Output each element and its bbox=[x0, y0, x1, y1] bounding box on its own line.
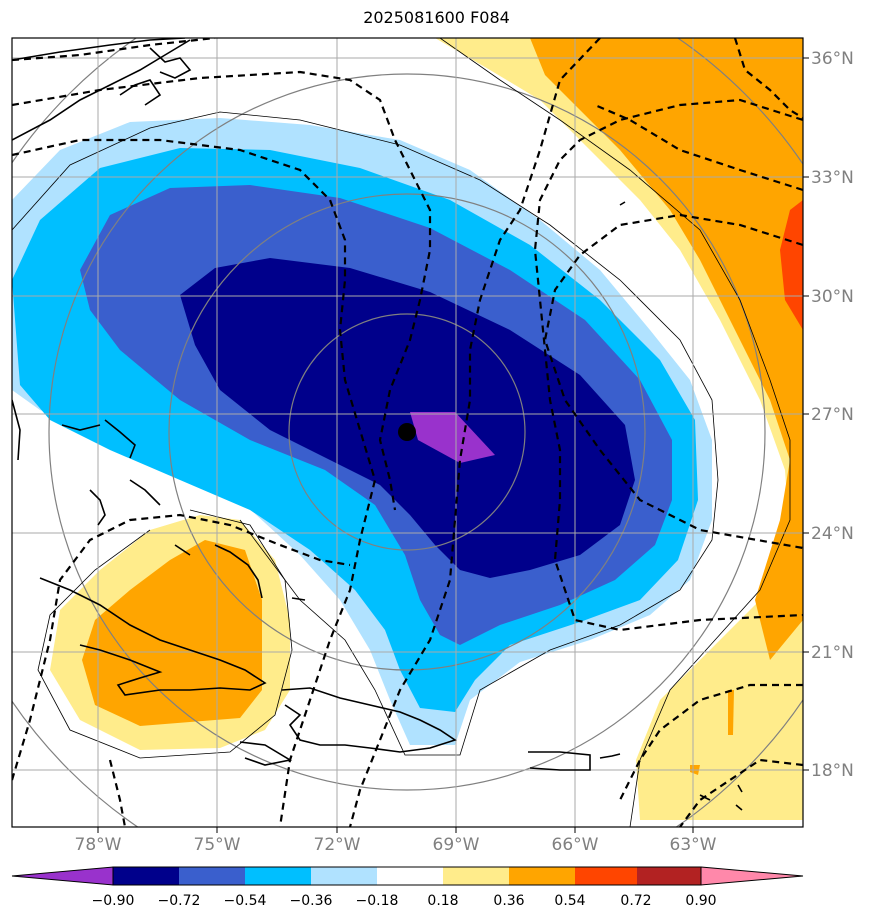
colorbar-bin-8 bbox=[575, 867, 637, 885]
lat-label-33: 33°N bbox=[811, 168, 854, 188]
bahamas-2 bbox=[104, 419, 136, 459]
lon-label-72: 72°W bbox=[314, 835, 361, 855]
turks-caicos bbox=[291, 597, 306, 601]
colorbar-frame bbox=[112, 866, 702, 886]
virgin-islands bbox=[599, 753, 621, 759]
colorbar-bin-9 bbox=[637, 867, 701, 885]
dashed-contour-1 bbox=[12, 38, 216, 62]
colorbar-label-5: −0.18 bbox=[356, 893, 399, 909]
bahamas-6 bbox=[214, 544, 263, 599]
warm-fill-ne-orange bbox=[530, 38, 803, 660]
coastlines bbox=[12, 38, 743, 811]
us-east-coast bbox=[12, 38, 186, 61]
bermuda-coast bbox=[619, 201, 626, 206]
dashed-contour-4 bbox=[348, 38, 601, 827]
colorbar-extend-left bbox=[11, 866, 114, 886]
thin-contour-cuba bbox=[37, 509, 293, 759]
bahamas-1 bbox=[61, 424, 101, 431]
cool-fill-purple bbox=[410, 412, 495, 463]
chesapeake bbox=[149, 47, 192, 79]
colorbar-labels: −0.90 −0.72 −0.54 −0.36 −0.18 0.18 0.36 … bbox=[92, 893, 717, 909]
bahamas-3 bbox=[89, 489, 106, 526]
lon-label-63: 63°W bbox=[670, 835, 717, 855]
warm-fill-ne-red bbox=[780, 200, 803, 330]
thin-contour-cool bbox=[12, 111, 719, 756]
tick-marks bbox=[97, 57, 809, 833]
colorbar-bin-6 bbox=[443, 867, 509, 885]
graticule bbox=[12, 38, 803, 827]
colorbar-bin-5 bbox=[377, 867, 443, 885]
colorbar-bin-4 bbox=[311, 867, 377, 885]
colorbar-label-3: −0.54 bbox=[224, 893, 267, 909]
lat-labels: 18°N 21°N 24°N 27°N 30°N 33°N 36°N bbox=[811, 49, 854, 781]
colorbar-label-4: −0.36 bbox=[290, 893, 333, 909]
bahamas-4 bbox=[129, 479, 161, 506]
lat-label-36: 36°N bbox=[811, 49, 854, 69]
colorbar-label-6: 0.18 bbox=[427, 893, 458, 909]
colorbar-label-1: −0.90 bbox=[92, 893, 135, 909]
lon-labels: 78°W 75°W 72°W 69°W 66°W 63°W bbox=[75, 835, 717, 855]
lat-label-30: 30°N bbox=[811, 287, 854, 307]
lat-label-24: 24°N bbox=[811, 524, 854, 544]
dashed-contour-12 bbox=[108, 759, 127, 827]
map-frame bbox=[11, 37, 804, 828]
lon-label-78: 78°W bbox=[75, 835, 122, 855]
cool-fill-navy bbox=[180, 258, 635, 578]
hispaniola bbox=[281, 687, 457, 753]
puerto-rico bbox=[528, 751, 591, 771]
lon-label-75: 75°W bbox=[194, 835, 241, 855]
dashed-contours bbox=[12, 38, 803, 827]
range-ring-1 bbox=[288, 313, 526, 551]
lat-label-27: 27°N bbox=[811, 405, 854, 425]
colorbar-label-10: 0.90 bbox=[685, 893, 716, 909]
lat-label-21: 21°N bbox=[811, 643, 854, 663]
colorbar-bin-2 bbox=[179, 867, 245, 885]
colorbar bbox=[11, 866, 804, 886]
thin-contour-warm bbox=[439, 38, 791, 827]
dashed-contour-11 bbox=[12, 513, 351, 781]
colorbar-bin-7 bbox=[509, 867, 575, 885]
colorbar-bin-3 bbox=[245, 867, 311, 885]
dashed-contour-8 bbox=[733, 38, 803, 119]
warm-fill-se-orange bbox=[728, 690, 734, 735]
lon-label-69: 69°W bbox=[433, 835, 480, 855]
range-ring-3 bbox=[48, 73, 766, 791]
plot-title: 2025081600 F084 bbox=[363, 8, 510, 27]
bahamas-5 bbox=[174, 544, 191, 556]
colorbar-extend-right bbox=[700, 866, 804, 886]
dashed-contour-2 bbox=[12, 70, 432, 511]
dashed-contour-3 bbox=[12, 138, 377, 827]
dashed-contour-10 bbox=[679, 758, 803, 827]
jamaica bbox=[239, 741, 293, 766]
colorbar-label-9: 0.72 bbox=[620, 893, 651, 909]
lat-label-18: 18°N bbox=[811, 761, 854, 781]
colorbar-label-2: −0.72 bbox=[158, 893, 201, 909]
lon-label-66: 66°W bbox=[552, 835, 599, 855]
range-ring-2 bbox=[168, 193, 646, 671]
dashed-contour-9 bbox=[619, 683, 803, 801]
colorbar-label-7: 0.36 bbox=[493, 893, 524, 909]
florida-east bbox=[12, 399, 21, 461]
outer-banks bbox=[119, 79, 162, 106]
thin-outline-contours bbox=[12, 38, 791, 827]
lesser-antilles-3 bbox=[735, 804, 743, 811]
us-carolina-coast bbox=[12, 39, 191, 141]
dashed-contour-7 bbox=[543, 213, 803, 550]
filled-contours bbox=[12, 38, 803, 820]
lesser-antilles-2 bbox=[737, 784, 743, 793]
colorbar-bin-1 bbox=[113, 867, 179, 885]
cuba bbox=[39, 577, 267, 696]
storm-center-marker bbox=[398, 423, 416, 441]
colorbar-label-8: 0.54 bbox=[554, 893, 585, 909]
